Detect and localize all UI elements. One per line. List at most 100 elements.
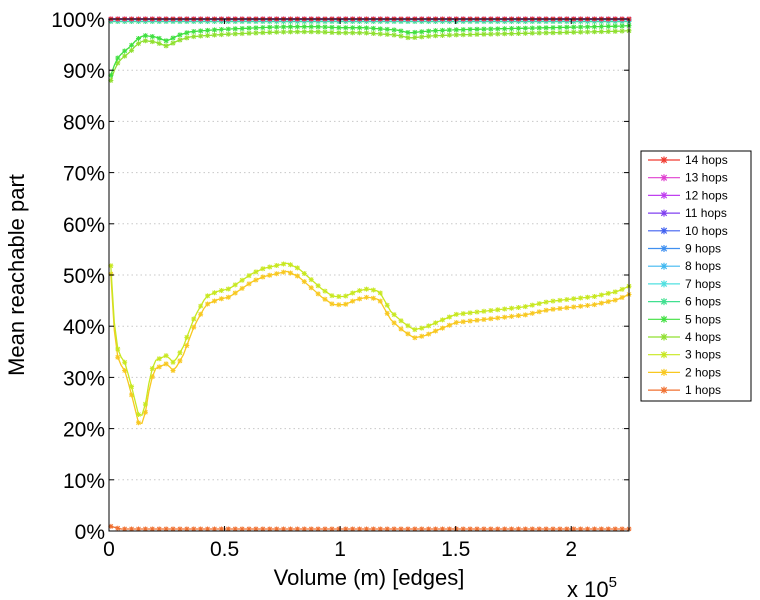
- point-marker: [239, 277, 245, 283]
- point-marker: [253, 526, 259, 532]
- point-marker: [294, 265, 300, 271]
- point-marker: [225, 526, 231, 532]
- legend-item-6-hops: 6 hops: [648, 295, 721, 309]
- point-marker: [281, 261, 287, 267]
- point-marker: [467, 526, 473, 532]
- point-marker: [550, 526, 556, 532]
- point-marker: [564, 526, 570, 532]
- point-marker: [315, 526, 321, 532]
- xtick-label-1.5: 1.5: [441, 538, 470, 561]
- ytick-label-10: 10%: [63, 470, 105, 493]
- point-marker: [301, 24, 307, 30]
- point-marker: [453, 526, 459, 532]
- legend-swatch-marker: [660, 156, 668, 164]
- point-marker: [598, 29, 604, 35]
- point-marker: [135, 420, 141, 426]
- point-marker: [274, 29, 280, 35]
- point-marker: [619, 286, 625, 292]
- point-marker: [495, 31, 501, 37]
- point-marker: [198, 33, 204, 39]
- point-marker: [398, 28, 404, 34]
- point-marker: [460, 27, 466, 33]
- point-marker: [515, 25, 521, 31]
- point-marker: [205, 32, 211, 38]
- point-marker: [405, 35, 411, 41]
- point-marker: [322, 24, 328, 30]
- point-marker: [405, 526, 411, 532]
- point-marker: [343, 301, 349, 307]
- point-marker: [522, 25, 528, 31]
- ytick-label-90: 90%: [63, 60, 105, 83]
- point-marker: [398, 526, 404, 532]
- point-marker: [315, 29, 321, 35]
- point-marker: [488, 316, 494, 322]
- y-axis-label: Mean reachable part: [4, 174, 29, 376]
- legend-swatch-marker: [660, 227, 668, 235]
- point-marker: [419, 34, 425, 40]
- legend-item-9-hops: 9 hops: [648, 242, 721, 256]
- point-marker: [515, 526, 521, 532]
- point-marker: [509, 526, 515, 532]
- legend-item-7-hops: 7 hops: [648, 277, 721, 291]
- point-marker: [578, 24, 584, 30]
- point-marker: [301, 29, 307, 35]
- point-marker: [612, 297, 618, 303]
- point-marker: [156, 364, 162, 370]
- point-marker: [585, 526, 591, 532]
- point-marker: [412, 34, 418, 40]
- point-marker: [294, 29, 300, 35]
- point-marker: [246, 25, 252, 31]
- point-marker: [591, 29, 597, 35]
- point-marker: [170, 35, 176, 41]
- point-marker: [115, 346, 121, 352]
- point-marker: [246, 273, 252, 279]
- point-marker: [184, 35, 190, 41]
- point-marker: [177, 526, 183, 532]
- legend-label-9-hops: 9 hops: [685, 242, 721, 256]
- point-marker: [377, 298, 383, 304]
- point-marker: [426, 33, 432, 39]
- point-marker: [509, 305, 515, 311]
- point-marker: [108, 263, 114, 269]
- legend-label-3-hops: 3 hops: [685, 348, 721, 362]
- point-marker: [122, 53, 128, 59]
- point-marker: [267, 272, 273, 278]
- point-marker: [515, 304, 521, 310]
- point-marker: [350, 290, 356, 296]
- point-marker: [205, 27, 211, 33]
- point-marker: [446, 526, 452, 532]
- point-marker: [308, 526, 314, 532]
- point-marker: [239, 25, 245, 31]
- point-marker: [446, 314, 452, 320]
- ytick-label-70: 70%: [63, 163, 105, 186]
- point-marker: [412, 327, 418, 333]
- legend-item-4-hops: 4 hops: [648, 330, 721, 344]
- grid: [109, 69, 629, 481]
- point-marker: [184, 30, 190, 36]
- point-marker: [225, 286, 231, 292]
- point-marker: [149, 39, 155, 45]
- point-marker: [156, 356, 162, 362]
- point-marker: [232, 282, 238, 288]
- point-marker: [474, 31, 480, 37]
- point-marker: [488, 526, 494, 532]
- legend-label-2-hops: 2 hops: [685, 365, 721, 379]
- legend-swatch-marker: [660, 262, 668, 270]
- point-marker: [439, 27, 445, 33]
- legend-item-11-hops: 11 hops: [648, 206, 727, 220]
- point-marker: [619, 28, 625, 34]
- point-marker: [370, 287, 376, 293]
- point-marker: [357, 25, 363, 31]
- point-marker: [218, 26, 224, 32]
- point-marker: [205, 293, 211, 299]
- point-marker: [585, 29, 591, 35]
- point-marker: [122, 359, 128, 365]
- point-marker: [163, 526, 169, 532]
- point-marker: [502, 306, 508, 312]
- point-marker: [453, 32, 459, 38]
- point-marker: [177, 350, 183, 356]
- point-marker: [191, 34, 197, 40]
- point-marker: [605, 526, 611, 532]
- point-marker: [274, 271, 280, 277]
- point-marker: [267, 29, 273, 35]
